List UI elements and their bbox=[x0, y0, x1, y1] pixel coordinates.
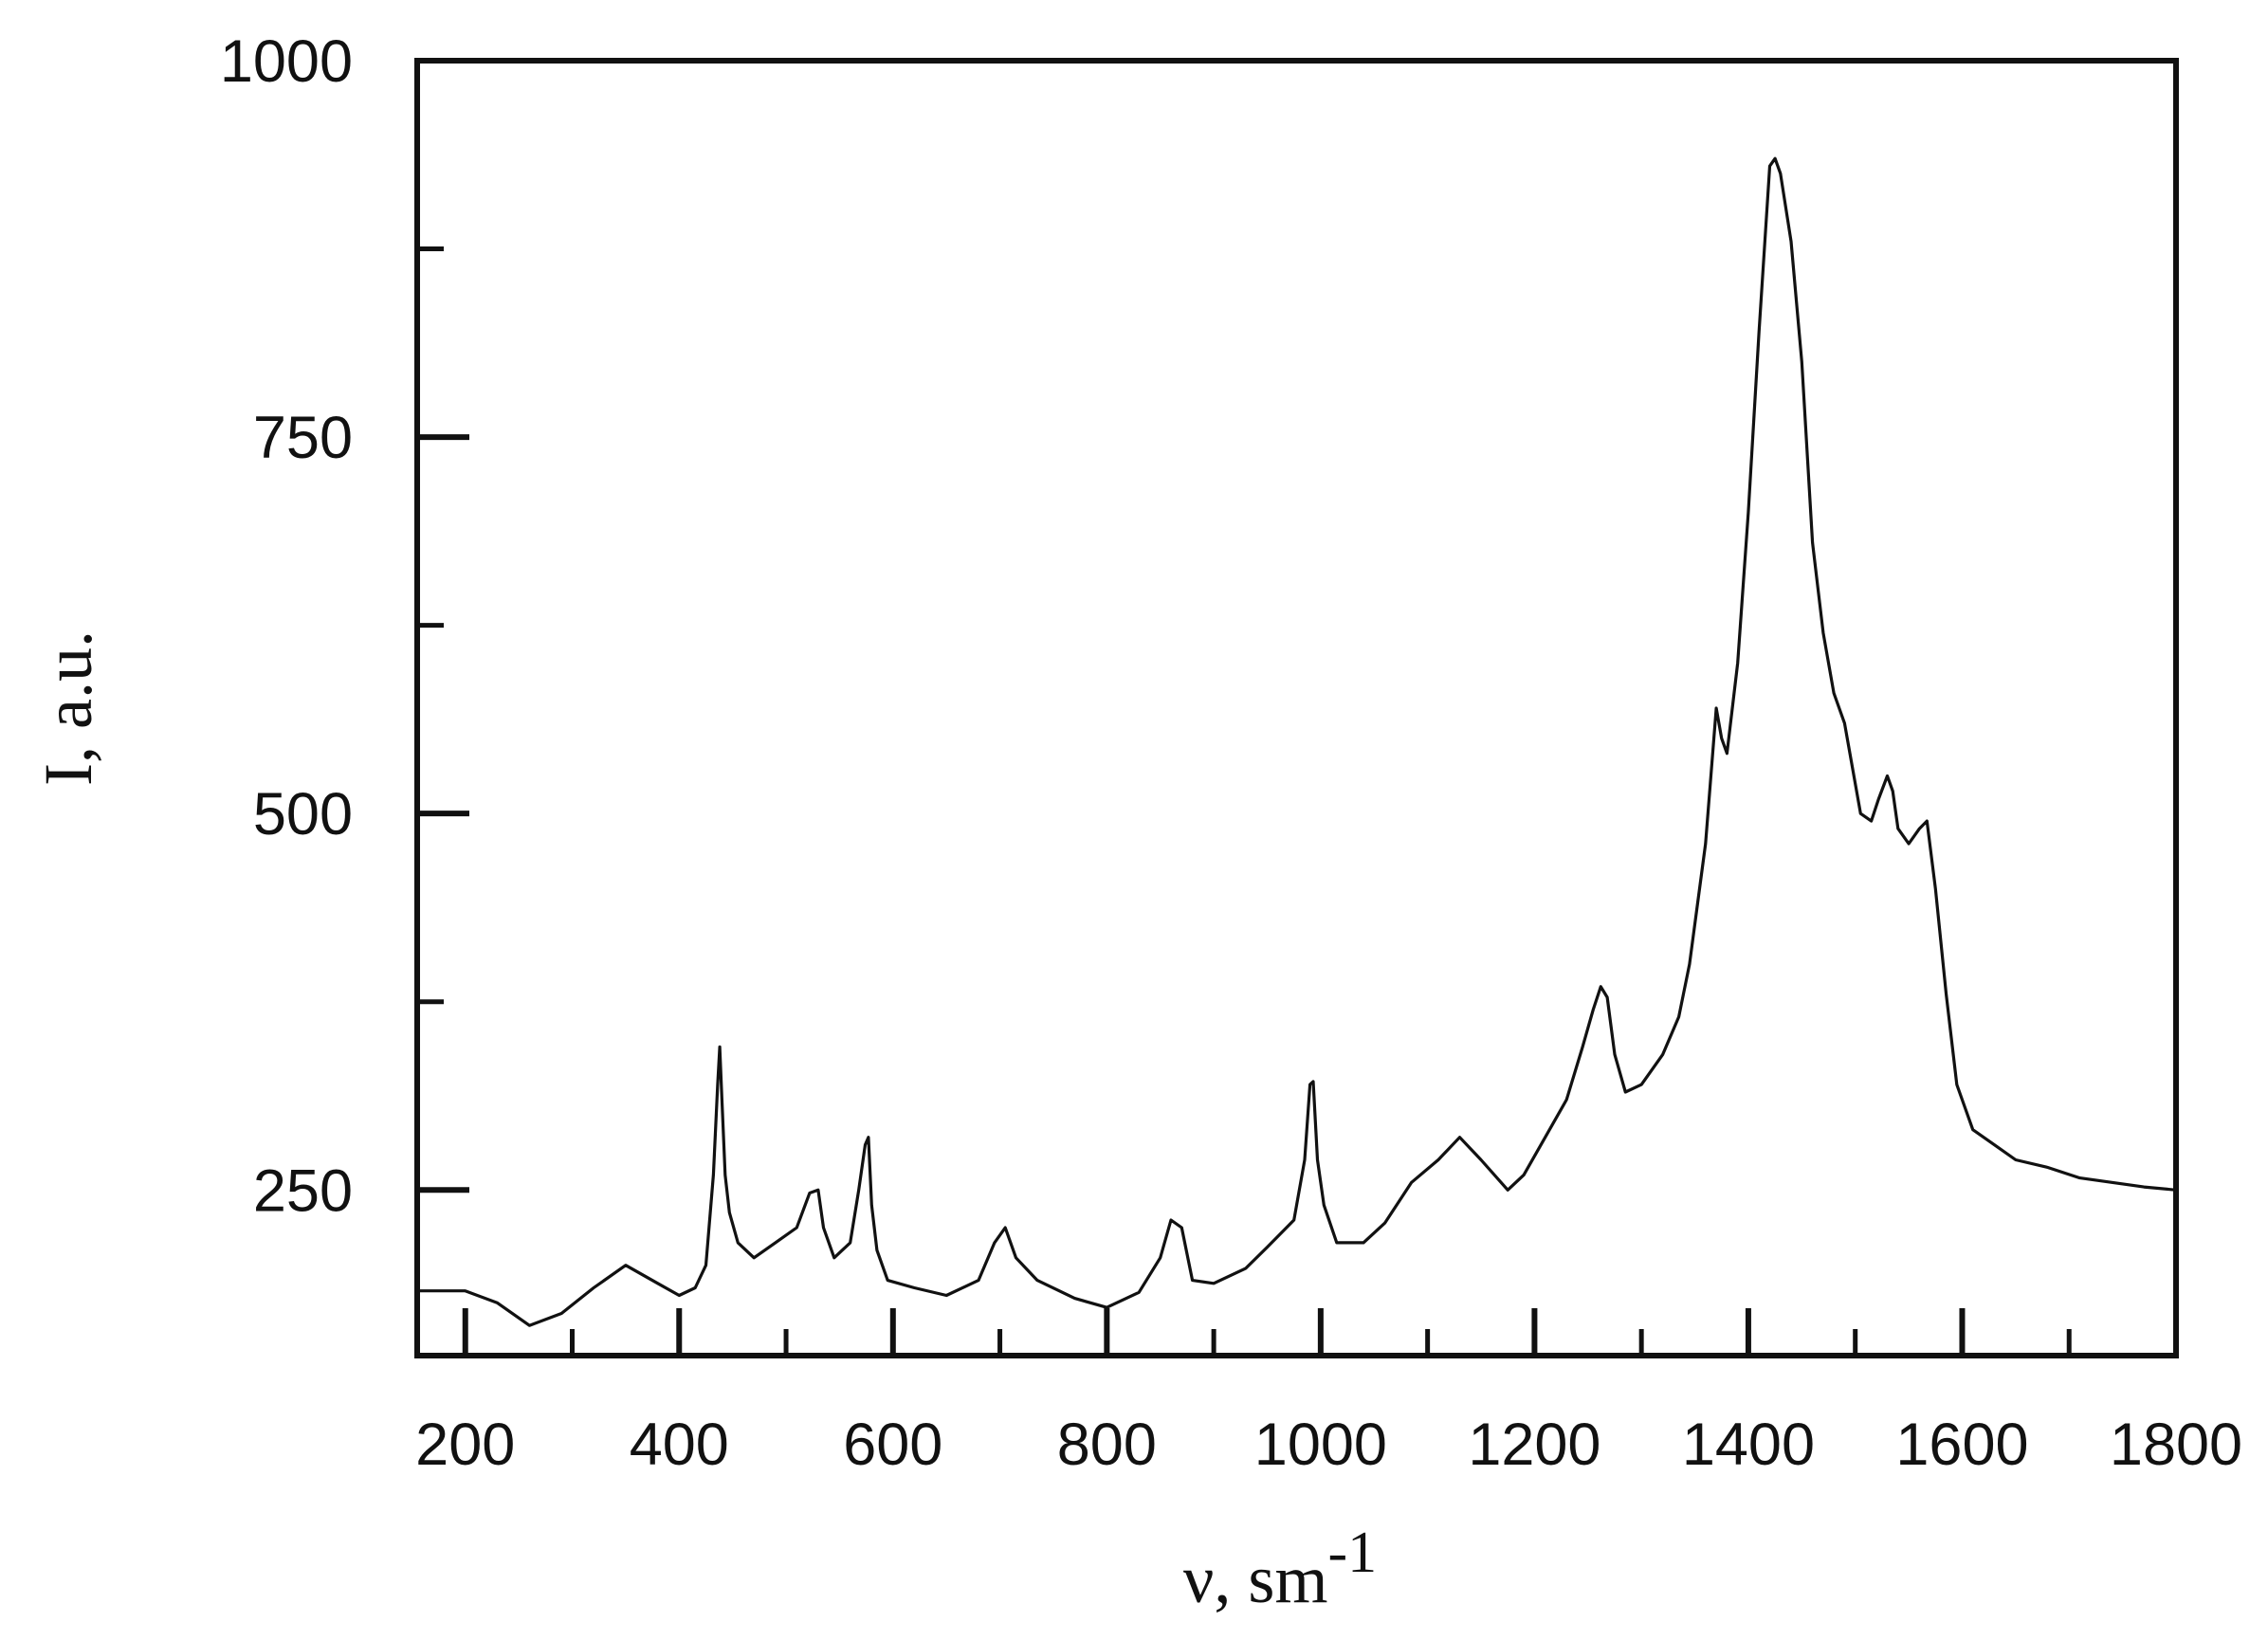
x-axis-ticks bbox=[462, 1308, 2072, 1356]
x-tick-label: 1400 bbox=[1682, 1412, 1815, 1478]
y-axis-label: I, a.u. bbox=[30, 630, 106, 786]
x-tick-label: 400 bbox=[630, 1412, 729, 1478]
y-tick-label: 750 bbox=[253, 405, 353, 471]
x-tick-label: 1200 bbox=[1468, 1412, 1600, 1478]
x-tick-label: 800 bbox=[1057, 1412, 1157, 1478]
plot-frame bbox=[414, 58, 2179, 1358]
x-axis-tick-labels: 200 400 600 800 1000 1200 1400 1600 1800 bbox=[415, 1412, 2242, 1478]
y-axis-ticks bbox=[417, 246, 469, 1194]
x-tick-label: 1000 bbox=[1254, 1412, 1387, 1478]
x-axis-label-superscript: -1 bbox=[1327, 1521, 1377, 1585]
x-tick-label: 1800 bbox=[2110, 1412, 2242, 1478]
x-axis-label-main: ν, sm bbox=[1183, 1541, 1328, 1617]
spectrum-line bbox=[415, 156, 2178, 1327]
x-tick-label: 600 bbox=[843, 1412, 942, 1478]
x-tick-label: 1600 bbox=[1895, 1412, 2028, 1478]
y-tick-label: 500 bbox=[253, 781, 353, 847]
x-tick-label: 200 bbox=[415, 1412, 515, 1478]
y-tick-label: 1000 bbox=[220, 28, 353, 95]
x-axis-label: ν, sm-1 bbox=[1183, 1521, 1377, 1617]
y-tick-label: 250 bbox=[253, 1157, 353, 1224]
y-axis-tick-labels: 250 500 750 1000 bbox=[220, 28, 353, 1224]
